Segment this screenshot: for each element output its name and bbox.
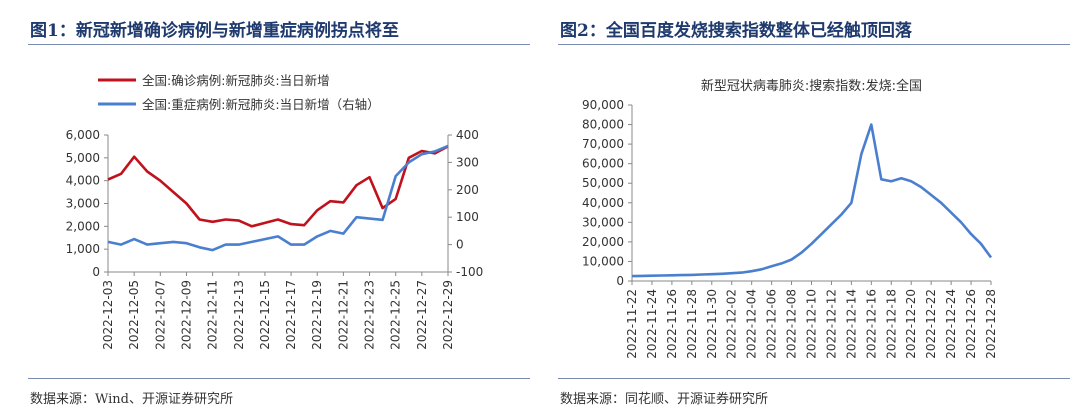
x-tick-label: 2022-12-16	[864, 289, 878, 359]
x-tick-label: 2022-12-24	[944, 289, 958, 359]
x-tick-label: 2022-12-07	[153, 280, 167, 350]
x-tick-label: 2022-11-22	[625, 289, 639, 359]
left-title-rule	[28, 44, 530, 45]
left-y-tick-label: 5,000	[66, 151, 100, 165]
x-tick-label: 2022-12-13	[232, 280, 246, 350]
y-tick-label: 80,000	[582, 118, 624, 132]
y-tick-label: 20,000	[582, 235, 624, 249]
x-tick-label: 2022-11-28	[685, 289, 699, 359]
x-tick-label: 2022-12-03	[101, 280, 115, 350]
x-tick-label: 2022-11-24	[645, 289, 659, 359]
x-tick-label: 2022-12-11	[206, 280, 220, 350]
x-tick-label: 2022-12-02	[725, 289, 739, 359]
x-tick-label: 2022-12-25	[389, 280, 403, 350]
x-tick-label: 2022-12-26	[964, 289, 978, 359]
legend-label: 全国:确诊病例:新冠肺炎:当日新增	[142, 73, 330, 88]
left-y-tick-label: 0	[92, 265, 100, 279]
left-source-rule	[28, 378, 530, 379]
y-tick-label: 70,000	[582, 137, 624, 151]
right-title-rule	[558, 44, 1070, 45]
y-tick-label: 90,000	[582, 98, 624, 112]
confirmed-cases-line	[107, 145, 449, 228]
left-y-tick-label: 1,000	[66, 242, 100, 256]
right-y-tick-label: 400	[456, 128, 479, 142]
x-tick-label: 2022-12-14	[844, 289, 858, 359]
cases-chart: 0 1,000 2,000 3,000 4,000 5,000 6,000 -100 0 100 2…	[66, 73, 484, 350]
x-tick-label: 2022-12-20	[904, 289, 918, 359]
right-y-tick-label: 0	[456, 238, 464, 252]
x-tick-label: 2022-11-26	[665, 289, 679, 359]
chart-title: 新型冠状病毒肺炎:搜索指数:发烧:全国	[701, 78, 922, 94]
right-figure-title: 图2：全国百度发烧搜索指数整体已经触顶回落	[560, 21, 912, 41]
right-y-tick-label: -100	[456, 265, 483, 279]
left-figure-panel: 图1：新冠新增确诊病例与新增重症病例拐点将至 0 1,000 2,000 3,000 4…	[28, 21, 530, 407]
right-y-tick-label: 100	[456, 210, 479, 224]
legend-label: 全国:重症病例:新冠肺炎:当日新增（右轴）	[142, 97, 380, 112]
x-tick-label: 2022-12-27	[415, 280, 429, 350]
left-y-tick-label: 3,000	[66, 197, 100, 211]
fever-search-chart: 新型冠状病毒肺炎:搜索指数:发烧:全国 0 10,000 20,000 30,000 40…	[582, 78, 998, 359]
y-tick-label: 10,000	[582, 254, 624, 268]
left-y-tick-label: 2,000	[66, 219, 100, 233]
x-tick-label: 2022-11-30	[705, 289, 719, 359]
y-tick-label: 50,000	[582, 176, 624, 190]
x-tick-label: 2022-12-08	[785, 289, 799, 359]
x-tick-label: 2022-12-28	[984, 289, 998, 359]
right-figure-panel: 图2：全国百度发烧搜索指数整体已经触顶回落 新型冠状病毒肺炎:搜索指数:发烧:全…	[548, 0, 1080, 418]
x-tick-label: 2022-12-15	[258, 280, 272, 350]
y-tick-label: 0	[616, 274, 624, 288]
left-y-tick-label: 4,000	[66, 174, 100, 188]
right-source-rule	[558, 378, 1070, 379]
x-tick-label: 2022-12-22	[924, 289, 938, 359]
y-tick-label: 60,000	[582, 157, 624, 171]
left-y-tick-label: 6,000	[66, 128, 100, 142]
x-tick-label: 2022-12-19	[310, 280, 324, 350]
x-tick-label: 2022-12-21	[336, 280, 350, 350]
x-tick-label: 2022-12-06	[765, 289, 779, 359]
y-tick-label: 30,000	[582, 215, 624, 229]
x-tick-label: 2022-12-05	[127, 280, 141, 350]
left-figure-title: 图1：新冠新增确诊病例与新增重症病例拐点将至	[30, 21, 399, 41]
right-y-tick-label: 300	[456, 155, 479, 169]
x-tick-label: 2022-12-29	[441, 280, 455, 350]
x-tick-label: 2022-12-12	[824, 289, 838, 359]
right-y-tick-label: 200	[456, 183, 479, 197]
x-tick-label: 2022-12-18	[884, 289, 898, 359]
x-tick-label: 2022-12-10	[805, 289, 819, 359]
right-source-note: 数据来源：同花顺、开源证券研究所	[560, 392, 769, 407]
x-tick-label: 2022-12-23	[363, 280, 377, 350]
x-tick-label: 2022-12-04	[745, 289, 759, 359]
x-tick-label: 2022-12-17	[284, 280, 298, 350]
x-tick-label: 2022-12-09	[179, 280, 193, 350]
y-tick-label: 40,000	[582, 196, 624, 210]
severe-cases-line	[107, 144, 449, 252]
left-source-note: 数据来源：Wind、开源证券研究所	[30, 392, 233, 407]
fever-search-index-line	[631, 123, 993, 278]
